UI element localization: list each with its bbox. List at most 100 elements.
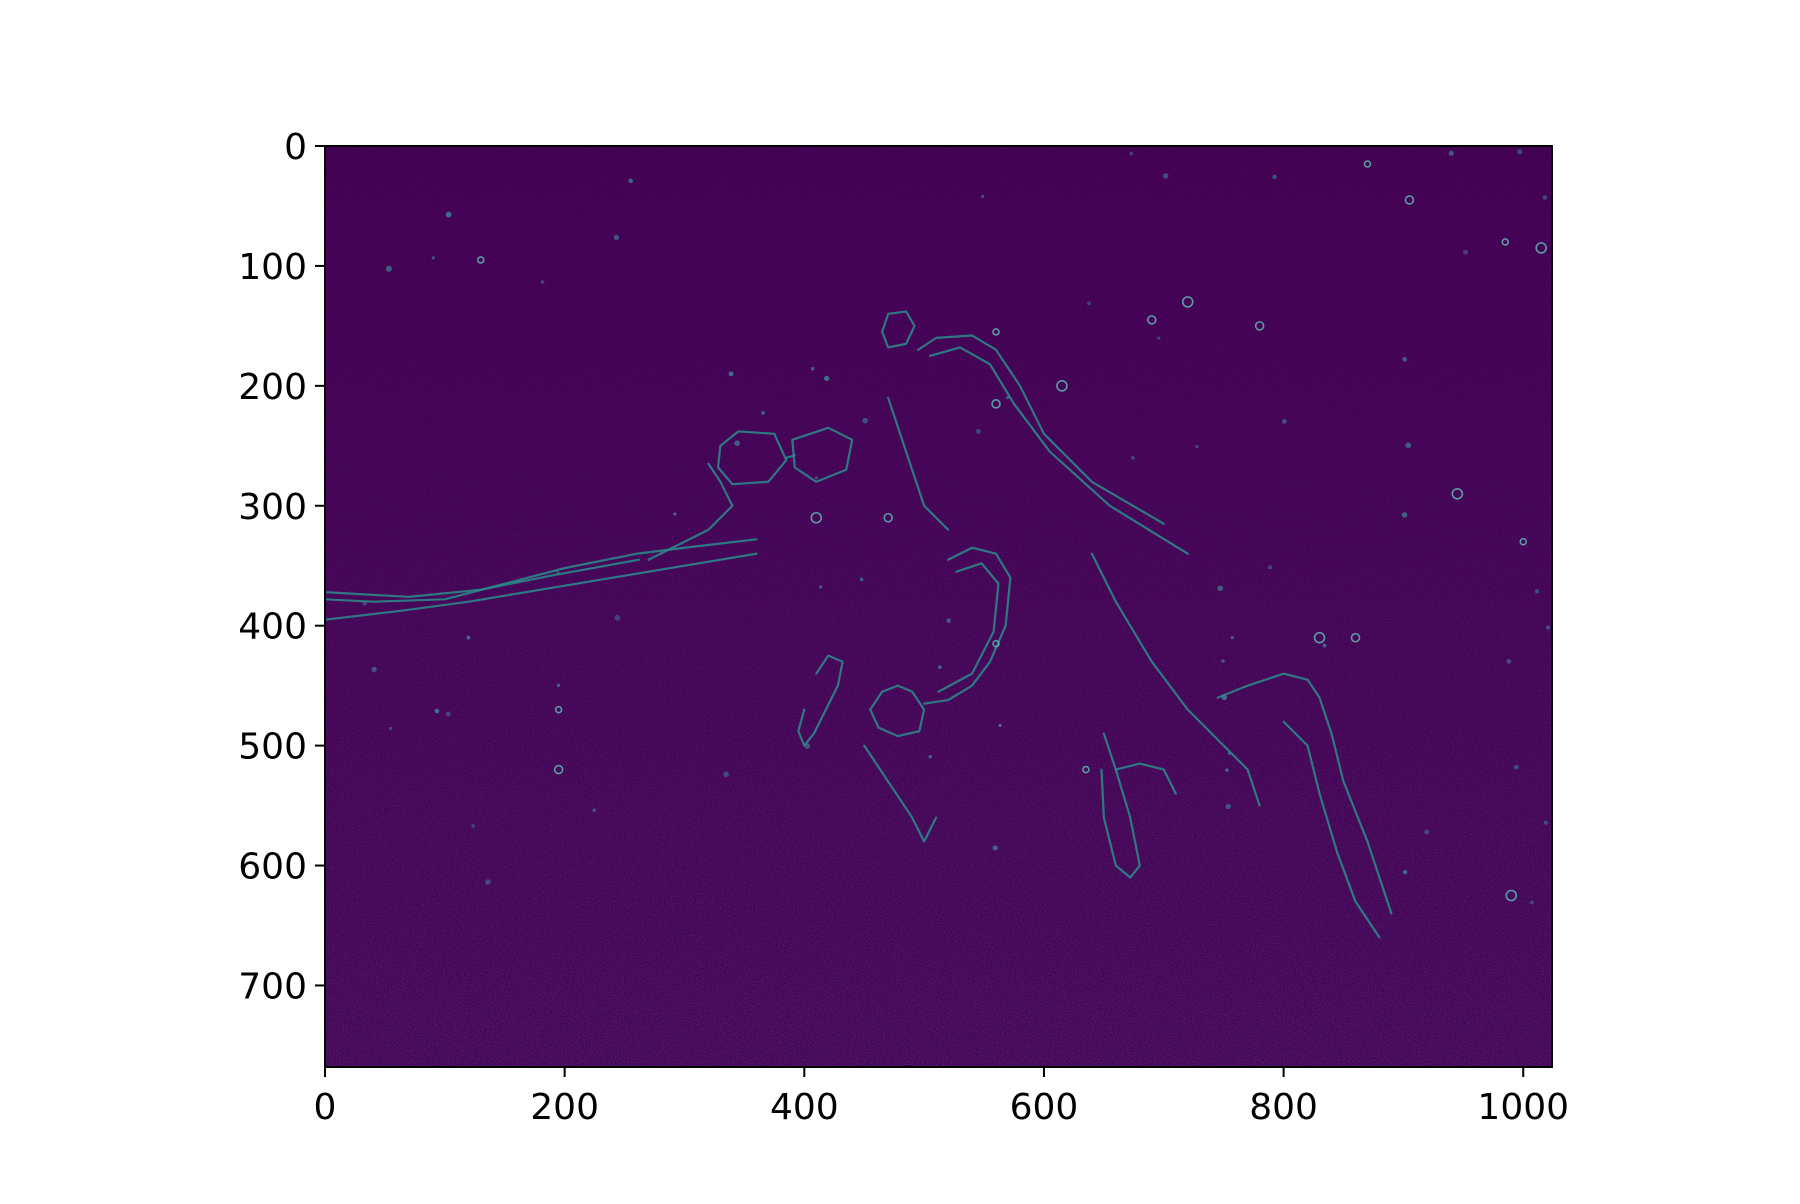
particle: [991, 399, 1001, 409]
particle: [673, 512, 677, 516]
y-tick-label: 500: [238, 727, 307, 768]
particle: [431, 256, 435, 260]
particle: [975, 428, 981, 434]
particle: [1272, 174, 1277, 180]
x-tick-label: 600: [1010, 1087, 1079, 1128]
particle: [1405, 442, 1412, 449]
fin-edge: [1216, 672, 1393, 915]
particle: [1543, 820, 1548, 825]
y-tick-label: 400: [238, 607, 307, 648]
gauge-loop: [797, 654, 844, 747]
particle: [1363, 160, 1372, 168]
particle: [1530, 900, 1534, 905]
y-tick-label: 700: [238, 966, 307, 1007]
torso-right: [1090, 552, 1261, 807]
particle: [445, 211, 452, 218]
x-tick-label: 800: [1249, 1087, 1318, 1128]
particle: [445, 711, 451, 717]
particle: [553, 764, 564, 775]
particle: [466, 635, 471, 640]
particle: [1181, 296, 1194, 308]
particle: [818, 585, 823, 589]
particle: [592, 808, 597, 813]
hand-raised: [923, 546, 1012, 705]
particle: [1131, 456, 1135, 460]
particle: [1195, 444, 1199, 449]
particle: [1401, 512, 1408, 518]
regulator-hose: [917, 334, 1165, 525]
particle: [1542, 195, 1548, 200]
particle: [1230, 635, 1234, 640]
particle: [1146, 315, 1157, 325]
particle: [1448, 150, 1454, 156]
particle: [1516, 148, 1523, 155]
particle: [928, 754, 932, 759]
mask-left-lens: [716, 430, 788, 486]
y-tick-label: 300: [238, 487, 307, 528]
particle: [1006, 396, 1010, 400]
y-axis: 0 100 200 300 400 500 600 700: [238, 127, 325, 1007]
arm-outline-lower: [325, 552, 758, 621]
particle: [1402, 357, 1407, 362]
particle: [1545, 625, 1551, 630]
particle: [723, 771, 729, 778]
forearm-outline: [647, 462, 734, 561]
leg-left: [1100, 732, 1141, 879]
particle: [362, 601, 367, 606]
arm-outline-upper: [325, 538, 758, 603]
particle: [992, 639, 1000, 648]
head-back: [887, 396, 950, 531]
particle: [1519, 537, 1528, 546]
particle: [476, 256, 485, 264]
particle: [1463, 249, 1469, 255]
seabed-texture: [325, 146, 1552, 1067]
particle: [1350, 632, 1361, 643]
particle: [1254, 321, 1265, 331]
particle: [556, 683, 561, 687]
body-lower: [863, 744, 938, 843]
particle: [814, 476, 819, 480]
floating-particles: [362, 148, 1551, 905]
particle: [554, 705, 563, 714]
y-tick-label: 0: [284, 127, 307, 168]
particle: [1506, 659, 1512, 664]
particle: [1227, 751, 1231, 756]
particle: [728, 371, 734, 377]
particle: [810, 366, 815, 371]
particle: [992, 328, 1000, 336]
particle: [1087, 301, 1092, 306]
particle: [1221, 694, 1227, 701]
particle: [1402, 869, 1408, 875]
particle: [1534, 589, 1540, 594]
leg-strap: [1114, 762, 1177, 795]
particle: [1451, 487, 1464, 500]
particle: [998, 723, 1002, 727]
particle: [388, 726, 393, 731]
image-layer: [325, 146, 1552, 1067]
particle: [1424, 829, 1430, 835]
x-axis: 0 200 400 600 800 1000: [314, 1067, 1569, 1128]
mask-strap: [785, 454, 796, 459]
particle: [1404, 195, 1415, 205]
particle: [992, 845, 998, 851]
regulator-top: [881, 310, 916, 349]
fingers: [869, 684, 926, 738]
particle: [540, 280, 545, 284]
particle: [1225, 768, 1229, 772]
particle: [946, 618, 952, 623]
particle: [1221, 659, 1225, 663]
diver-edge-outlines: [325, 310, 1393, 939]
particle: [385, 265, 392, 272]
particle: [1513, 764, 1519, 770]
axes-frame: [324, 145, 1553, 1068]
particle: [1505, 889, 1518, 902]
particle: [1056, 380, 1068, 392]
particle: [371, 666, 377, 673]
particle: [614, 614, 621, 621]
particle: [883, 512, 893, 523]
particle: [761, 410, 766, 415]
x-tick-label: 0: [314, 1087, 337, 1128]
particle: [1157, 336, 1161, 340]
arm-outline-inner: [325, 558, 641, 599]
